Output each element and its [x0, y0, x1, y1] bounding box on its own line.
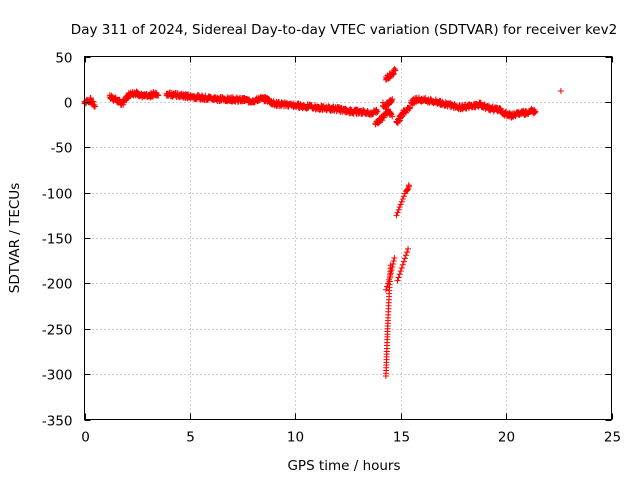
- data-point: [532, 108, 539, 115]
- y-tick-label: -350: [42, 414, 73, 430]
- x-tick-label: 10: [287, 430, 304, 446]
- data-point: [387, 270, 394, 277]
- y-tick-label: -200: [42, 277, 73, 293]
- data-point: [389, 96, 396, 103]
- x-tick-label: 0: [81, 430, 90, 446]
- data-point: [389, 264, 396, 271]
- data-point: [531, 109, 538, 116]
- x-tick-label: 20: [498, 430, 515, 446]
- data-point: [406, 105, 413, 112]
- data-point: [405, 245, 412, 252]
- data-point: [155, 92, 162, 99]
- data-point: [202, 92, 209, 99]
- data-point: [391, 254, 398, 261]
- data-point: [395, 206, 402, 213]
- data-point: [383, 283, 390, 290]
- data-point: [400, 193, 407, 200]
- data-point: [398, 198, 405, 205]
- x-axis-label: GPS time / hours: [287, 458, 400, 474]
- data-point: [496, 105, 503, 112]
- data-point: [87, 94, 94, 101]
- y-tick-label: -150: [42, 232, 73, 248]
- data-point: [387, 273, 394, 280]
- data-point: [404, 249, 411, 256]
- data-point: [399, 195, 406, 202]
- data-point: [92, 103, 99, 110]
- chart-title: Day 311 of 2024, Sidereal Day-to-day VTE…: [71, 22, 617, 38]
- data-point: [385, 280, 392, 287]
- data-point: [393, 212, 400, 219]
- x-tick-label: 5: [186, 430, 195, 446]
- data-point: [388, 267, 395, 274]
- data-point: [391, 67, 398, 74]
- data-point: [397, 201, 404, 208]
- data-point: [385, 101, 392, 108]
- data-point: [402, 252, 409, 259]
- data-point: [407, 104, 414, 111]
- data-point: [406, 183, 413, 190]
- data-point: [394, 277, 401, 284]
- y-tick-label: 50: [55, 51, 72, 67]
- data-point: [398, 264, 405, 271]
- data-point: [154, 91, 161, 98]
- y-tick-label: -50: [50, 141, 72, 157]
- data-point: [374, 108, 381, 115]
- data-point: [401, 255, 408, 262]
- data-point: [394, 209, 401, 216]
- y-tick-label: -100: [42, 187, 73, 203]
- data-point: [133, 88, 140, 95]
- y-tick-label: 0: [64, 96, 73, 112]
- data-point: [400, 258, 407, 265]
- y-tick-label: -250: [42, 323, 73, 339]
- data-point: [395, 274, 402, 281]
- data-point: [396, 204, 403, 211]
- data-point: [399, 261, 406, 268]
- axis-ticks: 0 5 10 15 20 25 -350 -300 -250 -200 -150 -100 -50 0 50: [42, 51, 621, 446]
- data-point: [397, 268, 404, 275]
- data-point: [382, 286, 389, 293]
- data-point: [557, 87, 564, 94]
- y-axis-label: SDTVAR / TECUs: [7, 183, 23, 293]
- data-point: [390, 257, 397, 264]
- data-points: [81, 65, 564, 379]
- data-point: [389, 261, 396, 268]
- data-point: [392, 67, 399, 74]
- x-tick-label: 25: [604, 430, 621, 446]
- data-point: [389, 113, 396, 120]
- data-point: [396, 271, 403, 278]
- data-point: [395, 118, 402, 125]
- y-tick-label: -300: [42, 368, 73, 384]
- data-point: [404, 186, 411, 193]
- x-tick-label: 15: [393, 430, 410, 446]
- data-point: [386, 276, 393, 283]
